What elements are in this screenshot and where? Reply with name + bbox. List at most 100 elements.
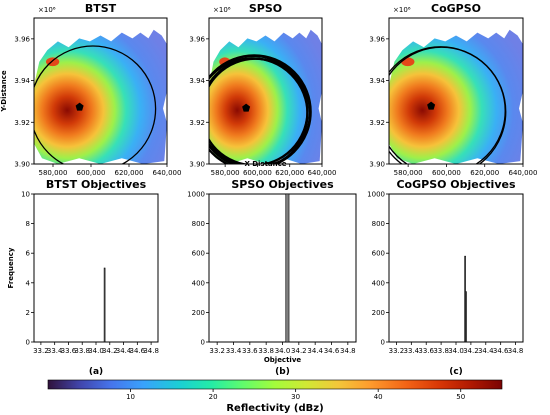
map-title: BTST xyxy=(85,2,117,15)
x-tick-label: 33.2 xyxy=(389,347,405,355)
search-circle xyxy=(389,46,506,164)
histogram-title: SPSO Objectives xyxy=(231,178,334,191)
map-title: CoGPSO xyxy=(431,2,481,15)
y-tick-label: 3.92 xyxy=(369,119,385,127)
y-tick-label: 600 xyxy=(372,250,385,258)
search-circle xyxy=(34,45,157,164)
y-tick-label: 2 xyxy=(26,309,30,317)
x-tick-label: 640,000 xyxy=(509,169,538,177)
x-tick-label: 33.4 xyxy=(226,347,242,355)
x-tick-label: 34.4 xyxy=(307,347,323,355)
map-title: SPSO xyxy=(249,2,282,15)
colorbar-gradient xyxy=(47,379,503,390)
x-tick-label: 33.8 xyxy=(74,347,90,355)
y-tick-label: 3.96 xyxy=(14,35,30,43)
x-tick-label: 34.2 xyxy=(102,347,118,355)
subfigure-label: (a) xyxy=(89,367,103,377)
x-tick-label: 600,000 xyxy=(243,169,272,177)
reflectivity-field xyxy=(209,18,322,164)
plot-frame xyxy=(388,193,524,343)
x-tick-label: 34.0 xyxy=(275,347,291,355)
x-axis-label: Objective xyxy=(264,356,302,364)
colorbar-tick-label: 50 xyxy=(456,393,465,401)
y-tick-label: 8 xyxy=(26,220,30,228)
y-tick-label: 0 xyxy=(201,339,205,347)
y-tick-label: 3.92 xyxy=(189,119,205,127)
y-tick-label: 10 xyxy=(21,191,30,199)
y-tick-label: 1000 xyxy=(187,191,205,199)
x-tick-label: 640,000 xyxy=(308,169,337,177)
reflectivity-field xyxy=(34,18,167,164)
y-axis-label: Y-Distance xyxy=(0,70,8,113)
center-marker xyxy=(242,103,251,112)
plot-frame xyxy=(33,193,159,343)
histogram-bar xyxy=(103,267,106,343)
x-tick-label: 33.8 xyxy=(433,347,449,355)
y-tick-label: 3.96 xyxy=(189,35,205,43)
y-tick-label: 3.90 xyxy=(189,161,205,169)
plot-frame xyxy=(208,193,357,343)
colorbar-label: Reflectivity (dBz) xyxy=(226,403,323,414)
x-tick-label: 34.6 xyxy=(324,347,340,355)
x-tick-label: 34.2 xyxy=(463,347,479,355)
y-tick-label: 4 xyxy=(26,279,31,287)
x-tick-label: 620,000 xyxy=(275,169,304,177)
y-tick-label: 3.90 xyxy=(14,161,30,169)
histogram-bar xyxy=(465,291,467,343)
y-tick-label: 400 xyxy=(192,279,205,287)
x-tick-label: 580,000 xyxy=(394,169,423,177)
y-tick-label: 400 xyxy=(372,279,385,287)
y-tick-label: 200 xyxy=(192,309,205,317)
y-tick-label: 3.92 xyxy=(14,119,30,127)
x-tick-label: 34.2 xyxy=(291,347,307,355)
reflectivity-field xyxy=(389,18,523,164)
x-tick-label: 33.4 xyxy=(404,347,420,355)
y-tick-label: 800 xyxy=(372,220,385,228)
colorbar: 10 20 30 40 50 Reflectivity (dBz) xyxy=(47,379,503,414)
histogram-title: BTST Objectives xyxy=(46,178,147,191)
y-tick-label: 0 xyxy=(26,339,30,347)
x-tick-label: 33.6 xyxy=(242,347,258,355)
center-marker xyxy=(75,102,84,111)
x-tick-label: 33.2 xyxy=(209,347,225,355)
x-tick-label: 33.4 xyxy=(47,347,63,355)
x-tick-label: 580,000 xyxy=(39,169,68,177)
histogram-title: CoGPSO Objectives xyxy=(396,178,515,191)
y-tick-label: 0 xyxy=(381,339,385,347)
search-circle xyxy=(209,57,309,164)
y-tick-label: 600 xyxy=(192,250,205,258)
x-tick-label: 34.6 xyxy=(493,347,509,355)
map-frame xyxy=(33,17,168,165)
y-tick-label: 1000 xyxy=(367,191,385,199)
map-panel-3: CoGPSO ×10⁶ 580,000 600,000 620,000 640,000 3.… xyxy=(369,2,537,177)
x-tick-label: 33.6 xyxy=(418,347,434,355)
x-tick-label: 34.4 xyxy=(478,347,494,355)
y-multiplier: ×10⁶ xyxy=(38,6,56,14)
y-tick-label: 3.94 xyxy=(369,77,385,85)
histogram-bar xyxy=(285,193,290,343)
storm-echo xyxy=(34,29,167,164)
x-tick-label: 34.8 xyxy=(508,347,524,355)
storm-echo xyxy=(209,29,322,164)
x-tick-label: 34.8 xyxy=(340,347,356,355)
colorbar-tick-label: 30 xyxy=(291,393,300,401)
y-multiplier: ×10⁶ xyxy=(213,6,231,14)
y-axis-label: Frequency xyxy=(7,247,15,288)
y-tick-label: 200 xyxy=(372,309,385,317)
map-frame xyxy=(388,17,524,165)
y-tick-label: 3.96 xyxy=(369,35,385,43)
subfigure-label: (c) xyxy=(449,367,463,377)
subfigure-label: (b) xyxy=(275,367,290,377)
y-multiplier: ×10⁶ xyxy=(393,6,411,14)
y-tick-label: 800 xyxy=(192,220,205,228)
x-axis-label: X-Distance xyxy=(244,160,286,168)
x-tick-label: 620,000 xyxy=(470,169,499,177)
x-tick-label: 34.0 xyxy=(448,347,464,355)
x-tick-label: 33.2 xyxy=(33,347,49,355)
x-tick-label: 580,000 xyxy=(211,169,240,177)
colorbar-tick-label: 20 xyxy=(209,393,218,401)
storm-echo xyxy=(389,29,523,164)
